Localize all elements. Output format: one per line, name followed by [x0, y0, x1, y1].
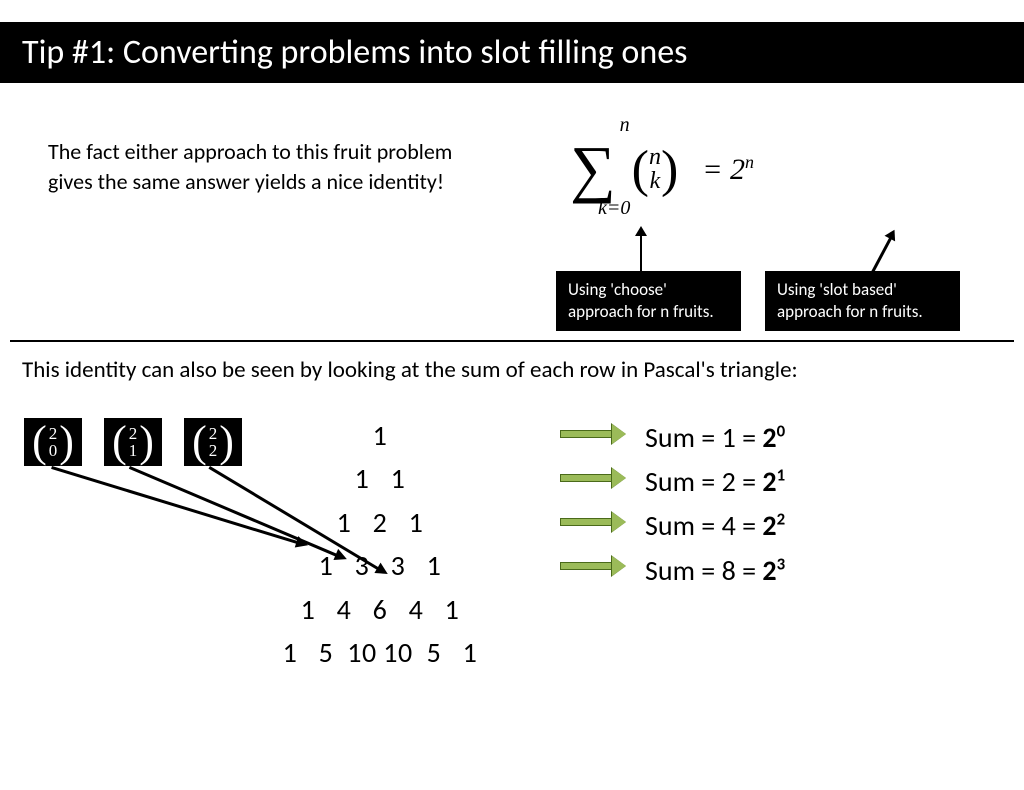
sum-row: Sum = 4 = 22: [645, 504, 785, 548]
binom-box-0: (20): [24, 418, 82, 466]
arrow-right-icon: [560, 428, 624, 440]
callout-slot: Using 'slot based' approach for n fruits…: [765, 271, 960, 331]
arrow-right-icon: [560, 472, 624, 484]
pascal-row: 121: [180, 501, 580, 544]
sigma-lower: k=0: [598, 197, 630, 220]
intro-paragraph: The fact either approach to this fruit p…: [48, 137, 468, 196]
arrow-up-icon: [640, 234, 642, 271]
body-paragraph: This identity can also be seen by lookin…: [22, 356, 798, 384]
callout-choose: Using 'choose' approach for n fruits.: [556, 271, 741, 331]
identity-formula: ∑ n k=0 (nk) = 2n: [570, 132, 754, 206]
binomial: (nk): [632, 140, 679, 199]
pascal-row: 14641: [180, 588, 580, 631]
sum-row: Sum = 1 = 20: [645, 416, 785, 460]
sum-row: Sum = 2 = 21: [645, 460, 785, 504]
pascal-row: 15101051: [180, 631, 580, 674]
binom-box-1: (21): [104, 418, 162, 466]
pascal-row: 1331: [180, 544, 580, 587]
sum-row: Sum = 8 = 23: [645, 549, 785, 593]
arrow-diag-icon: [870, 236, 892, 274]
arrow-right-icon: [560, 560, 624, 572]
pascals-triangle: 1 11 121 1331 14641 15101051: [180, 414, 580, 674]
pascal-row: 11: [180, 457, 580, 500]
sum-column: Sum = 1 = 20 Sum = 2 = 21 Sum = 4 = 22 S…: [645, 416, 785, 593]
title-bar: Tip #1: Converting problems into slot fi…: [0, 22, 1024, 83]
sigma-upper: n: [620, 114, 630, 137]
arrow-right-icon: [560, 516, 624, 528]
pascal-row: 1: [180, 414, 580, 457]
horizontal-divider: [10, 340, 1014, 342]
formula-rhs: = 2n: [702, 153, 754, 186]
